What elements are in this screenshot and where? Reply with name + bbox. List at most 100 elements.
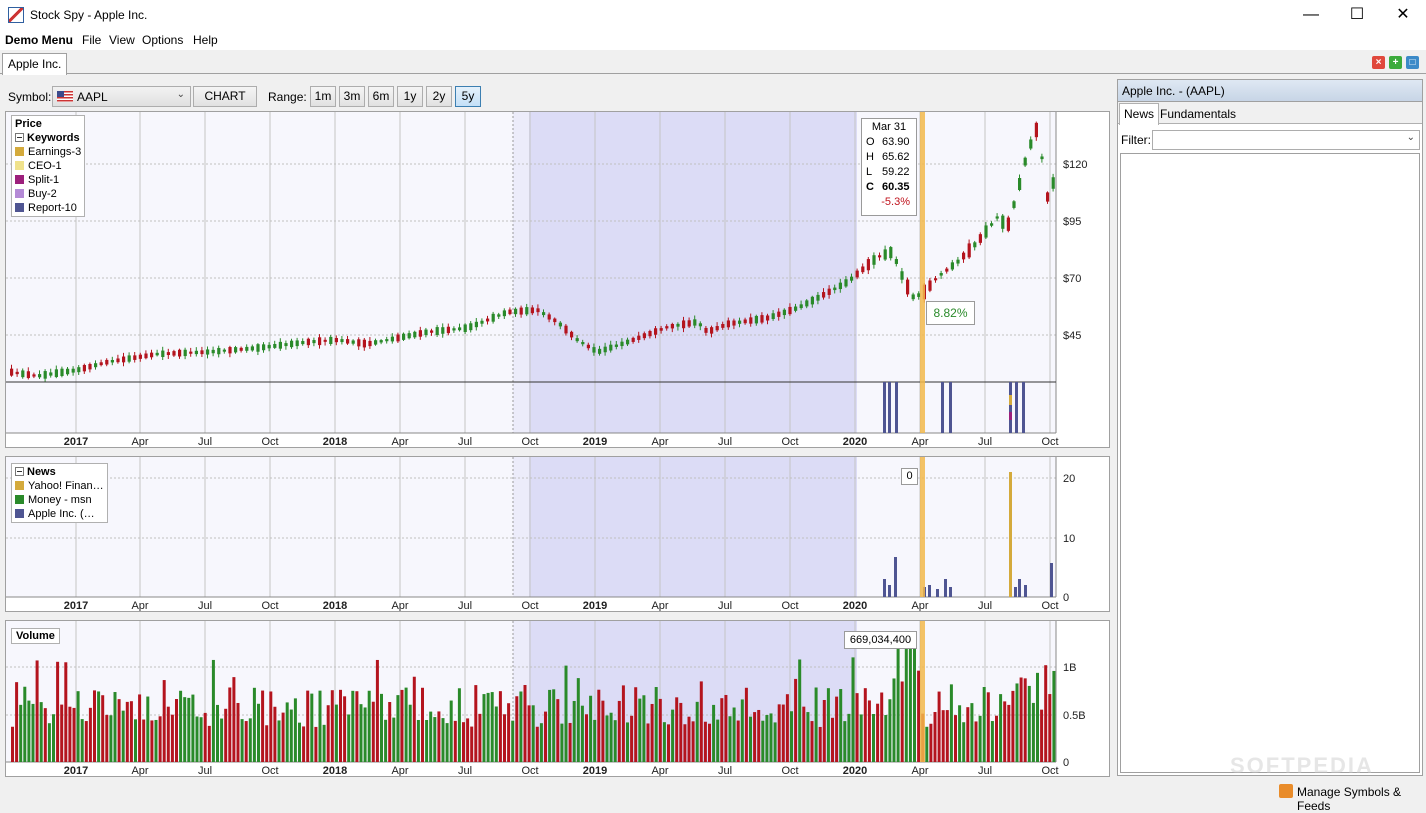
- volume-bar: [843, 721, 847, 762]
- volume-bar: [462, 722, 465, 762]
- candle: [486, 318, 490, 322]
- candle: [144, 353, 148, 359]
- candle: [827, 288, 831, 295]
- candle: [161, 350, 165, 358]
- volume-bar: [867, 700, 871, 762]
- candle: [491, 313, 495, 322]
- candle: [172, 351, 176, 356]
- volume-bar: [609, 712, 613, 762]
- legend-item-yahoo[interactable]: Yahoo! Finan…: [15, 479, 104, 493]
- candle: [654, 328, 658, 335]
- x-tick-label: 2017: [64, 436, 88, 447]
- volume-bar: [937, 691, 941, 762]
- candle: [362, 339, 366, 348]
- menu-view[interactable]: View: [109, 33, 135, 47]
- collapse-icon[interactable]: [15, 133, 24, 142]
- filter-input[interactable]: ⌄: [1152, 130, 1420, 150]
- menu-options[interactable]: Options: [142, 33, 184, 47]
- volume-bar: [822, 700, 826, 762]
- candle: [217, 347, 221, 355]
- rss-icon[interactable]: [1279, 784, 1293, 798]
- swatch-icon: [15, 175, 24, 184]
- maximize-button[interactable]: ☐: [1349, 6, 1365, 23]
- x-tick-label: 2020: [843, 765, 867, 776]
- volume-bar: [1052, 670, 1056, 762]
- menu-demo[interactable]: Demo Menu: [5, 33, 74, 47]
- volume-bar: [121, 710, 125, 762]
- price-chart[interactable]: 2017 Apr Jul Oct 2018 Apr Jul Oct 2019 Apr Jul Oct 2…: [6, 112, 1109, 447]
- range-1y-button[interactable]: 1y: [397, 86, 423, 107]
- volume-panel: 2017 Apr Jul Oct 2018 Apr Jul Oct 2019 Apr Jul Oct 2…: [5, 620, 1110, 777]
- app-icon: [8, 7, 24, 23]
- volume-bar: [457, 688, 461, 762]
- tab-apple[interactable]: Apple Inc.: [2, 53, 68, 75]
- volume-bar: [662, 722, 666, 762]
- candle: [945, 268, 949, 272]
- candle: [547, 314, 551, 320]
- volume-bar: [888, 699, 892, 762]
- news-chart[interactable]: 2017 Apr Jul Oct 2018 Apr Jul Oct 2019 Apr Jul Oct 2…: [6, 457, 1109, 611]
- candle: [861, 266, 865, 273]
- volume-bar: [790, 711, 793, 762]
- legend-item-msn[interactable]: Money - msn: [15, 493, 104, 507]
- legend-item-buy[interactable]: Buy-2: [15, 187, 81, 201]
- x-tick-label: 2017: [64, 600, 88, 611]
- range-5y-button[interactable]: 5y: [455, 86, 481, 107]
- collapse-icon[interactable]: [15, 467, 24, 476]
- volume-bar: [1007, 704, 1011, 762]
- volume-bar: [585, 714, 588, 762]
- volume-bar: [658, 698, 662, 762]
- tooltip-high: 65.62: [882, 151, 910, 163]
- candle: [715, 326, 719, 331]
- candle: [206, 349, 210, 355]
- news-bar: [888, 585, 891, 597]
- candle: [575, 338, 579, 342]
- volume-bar: [384, 719, 388, 762]
- legend-item-report[interactable]: Report-10: [15, 201, 81, 215]
- close-button[interactable]: ✕: [1396, 6, 1410, 23]
- volume-bar: [326, 705, 330, 762]
- symbol-combo[interactable]: AAPL ⌄: [52, 86, 191, 107]
- volume-chart[interactable]: 2017 Apr Jul Oct 2018 Apr Jul Oct 2019 Apr Jul Oct 2…: [6, 621, 1109, 776]
- volume-bar: [11, 726, 14, 762]
- volume-bar: [544, 711, 547, 762]
- volume-bar: [855, 693, 859, 762]
- candle: [1006, 217, 1010, 231]
- range-6m-button[interactable]: 6m: [368, 86, 394, 107]
- news-legend-title[interactable]: News: [15, 465, 104, 479]
- volume-bar: [52, 714, 55, 762]
- tab-news[interactable]: News: [1119, 103, 1160, 125]
- chart-button[interactable]: CHART: [193, 86, 257, 107]
- volume-bar: [453, 720, 457, 762]
- volume-bar: [146, 696, 150, 762]
- volume-bar: [642, 695, 646, 762]
- candle: [844, 279, 848, 287]
- x-tick-label: Jul: [718, 765, 732, 776]
- news-bar: [883, 579, 886, 597]
- close-tab-icon[interactable]: ×: [1372, 56, 1385, 69]
- volume-bar: [908, 646, 912, 762]
- news-bar: [936, 589, 939, 597]
- range-1m-button[interactable]: 1m: [310, 86, 336, 107]
- legend-item-apple[interactable]: Apple Inc. (…: [15, 507, 104, 521]
- keyword-bar-earnings: [1009, 395, 1012, 405]
- legend-item-ceo[interactable]: CEO-1: [15, 159, 81, 173]
- keywords-group[interactable]: Keywords: [15, 131, 81, 145]
- menu-file[interactable]: File: [82, 33, 102, 47]
- volume-bar: [650, 703, 654, 762]
- manage-symbols-link[interactable]: Manage Symbols & Feeds: [1297, 785, 1402, 813]
- legend-item-split[interactable]: Split-1: [15, 173, 81, 187]
- news-list[interactable]: [1120, 153, 1420, 773]
- tab-fundamentals[interactable]: Fundamentals: [1160, 107, 1237, 121]
- volume-bar: [478, 713, 482, 762]
- add-tab-icon[interactable]: +: [1389, 56, 1402, 69]
- restore-tab-icon[interactable]: □: [1406, 56, 1419, 69]
- legend-item-earnings[interactable]: Earnings-3: [15, 145, 81, 159]
- minimize-button[interactable]: —: [1303, 6, 1319, 23]
- candle: [105, 359, 109, 365]
- volume-bar: [708, 723, 711, 762]
- volume-bar: [531, 705, 535, 762]
- range-2y-button[interactable]: 2y: [426, 86, 452, 107]
- menu-help[interactable]: Help: [193, 33, 218, 47]
- range-3m-button[interactable]: 3m: [339, 86, 365, 107]
